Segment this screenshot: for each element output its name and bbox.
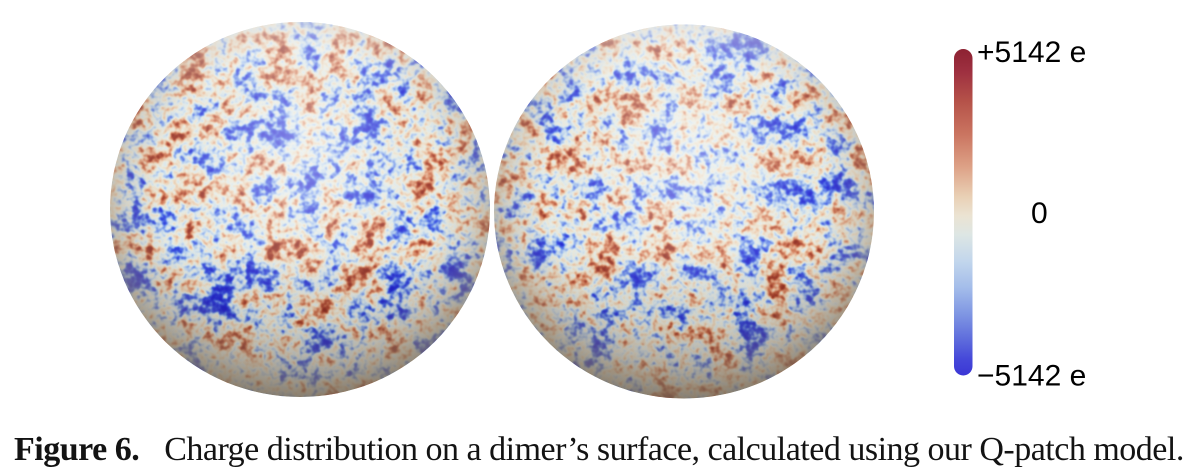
svg-text:0: 0 xyxy=(1031,197,1048,230)
svg-text:−5142 e: −5142 e xyxy=(977,360,1086,393)
svg-text:+5142 e: +5142 e xyxy=(977,36,1086,69)
